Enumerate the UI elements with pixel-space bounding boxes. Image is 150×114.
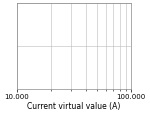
X-axis label: Current virtual value (A): Current virtual value (A)	[27, 101, 121, 110]
